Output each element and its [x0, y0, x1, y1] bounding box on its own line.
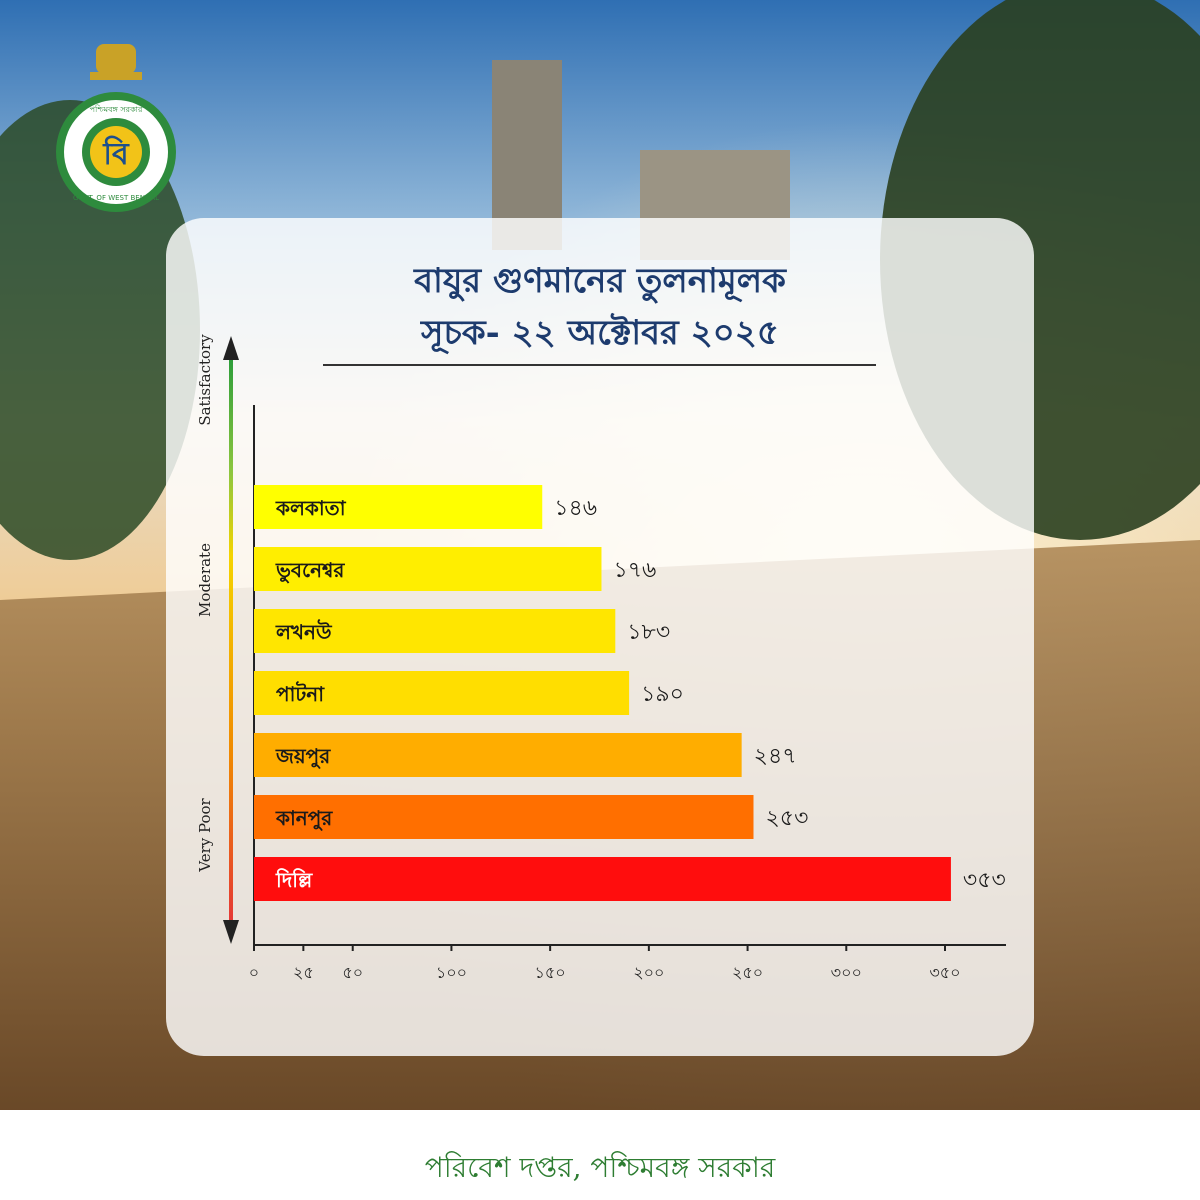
x-tick-label-8: ৩৫০ [929, 963, 960, 982]
footer-band [0, 1110, 1200, 1200]
scale-label-moderate: Moderate [196, 543, 214, 617]
title-divider [323, 364, 876, 366]
arrow-down-icon [223, 920, 239, 944]
scale-label-satisfactory: Satisfactory [196, 334, 214, 426]
bar-value-label-0: ১৪৬ [554, 496, 597, 521]
bar-category-label-1: ভুবনেশ্বর [275, 558, 345, 584]
bar-1 [254, 547, 602, 591]
bar-value-label-4: ২৪৭ [754, 744, 797, 769]
x-tick-label-1: ২৫ [293, 963, 314, 982]
x-tick-label-2: ৫০ [342, 963, 363, 982]
bar-category-label-5: কানপুর [275, 806, 333, 831]
bar-value-label-5: ২৫৩ [765, 806, 808, 831]
title-line-2: সূচক- ২২ অক্টোবর ২০২৫ [421, 313, 779, 353]
bar-value-label-6: ৩৫৩ [963, 868, 1006, 893]
x-tick-label-7: ৩০০ [831, 963, 862, 982]
bar-2 [254, 609, 616, 653]
bar-6 [254, 857, 951, 901]
bar-4 [254, 733, 742, 777]
bar-value-label-3: ১৯০ [641, 682, 684, 707]
x-tick-label-0: ০ [249, 963, 259, 982]
title-line-1: বাযুর গুণমানের তুলনামূলক [414, 261, 786, 301]
bar-category-label-3: পাটনা [276, 681, 325, 706]
x-tick-label-3: ১০০ [436, 963, 467, 982]
x-tick-label-6: ২৫০ [732, 963, 763, 982]
scale-label-very-poor: Very Poor [196, 797, 214, 872]
bar-category-label-6: দিল্লি [275, 868, 313, 892]
govt-seal-logo: বি পশ্চিমবঙ্গ সরকার GOVT. OF WEST BENGAL [52, 40, 180, 216]
bar-value-label-1: ১৭৬ [613, 558, 656, 583]
svg-text:পশ্চিমবঙ্গ সরকার: পশ্চিমবঙ্গ সরকার [90, 105, 143, 114]
x-tick-label-4: ১৫০ [535, 963, 566, 982]
bar-0 [254, 485, 543, 529]
bar-3 [254, 671, 630, 715]
svg-text:GOVT. OF WEST BENGAL: GOVT. OF WEST BENGAL [73, 194, 159, 202]
bar-category-label-2: লখনউ [275, 619, 333, 644]
aqi-gradient-line [229, 360, 233, 920]
svg-text:বি: বি [102, 135, 130, 172]
bar-category-label-4: জয়পুর [275, 744, 331, 769]
bar-5 [254, 795, 754, 839]
bar-category-label-0: কলকাতা [275, 496, 347, 520]
aqi-scale: Satisfactory Moderate Very Poor [196, 334, 239, 944]
x-tick-label-5: ২০০ [633, 963, 664, 982]
bar-value-label-2: ১৮৩ [627, 620, 670, 645]
arrow-up-icon [223, 336, 239, 360]
footer-department: পরিবেশ দপ্তর, পশ্চিমবঙ্গ সরকার [424, 1151, 776, 1184]
